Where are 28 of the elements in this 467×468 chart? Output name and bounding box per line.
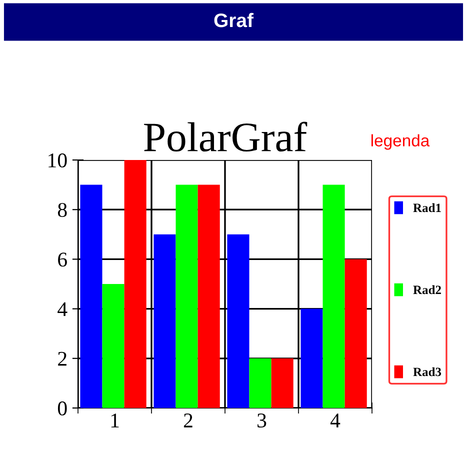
bar (249, 358, 272, 408)
x-tick-label: 3 (258, 414, 266, 428)
bar (102, 284, 124, 408)
y-tick-label: 4 (58, 302, 68, 316)
bar (322, 184, 345, 408)
bar (80, 184, 102, 408)
bar (271, 358, 294, 408)
y-tick-label: 6 (58, 252, 67, 267)
y-tick-label: 8 (58, 202, 67, 218)
text: Graf (214, 12, 254, 28)
legend-label: Rad2 (413, 285, 441, 294)
bar (300, 308, 323, 408)
bar (154, 234, 176, 408)
y-tick-label: 2 (58, 352, 66, 366)
y-tick-label: 10 (48, 153, 67, 168)
bar (227, 234, 250, 408)
x-tick-label: 2 (184, 414, 192, 428)
bar (124, 160, 146, 408)
bar (344, 259, 367, 408)
x-tick-label: 4 (330, 414, 340, 428)
bar (176, 184, 198, 408)
bar (198, 184, 220, 408)
legend-label: Rad1 (413, 203, 441, 212)
y-tick-label: 0 (58, 401, 67, 416)
x-tick-label: 1 (111, 414, 119, 428)
chart-title: PolarGraf (144, 122, 308, 152)
text: legenda (371, 134, 430, 150)
legend-label: Rad3 (413, 367, 442, 376)
